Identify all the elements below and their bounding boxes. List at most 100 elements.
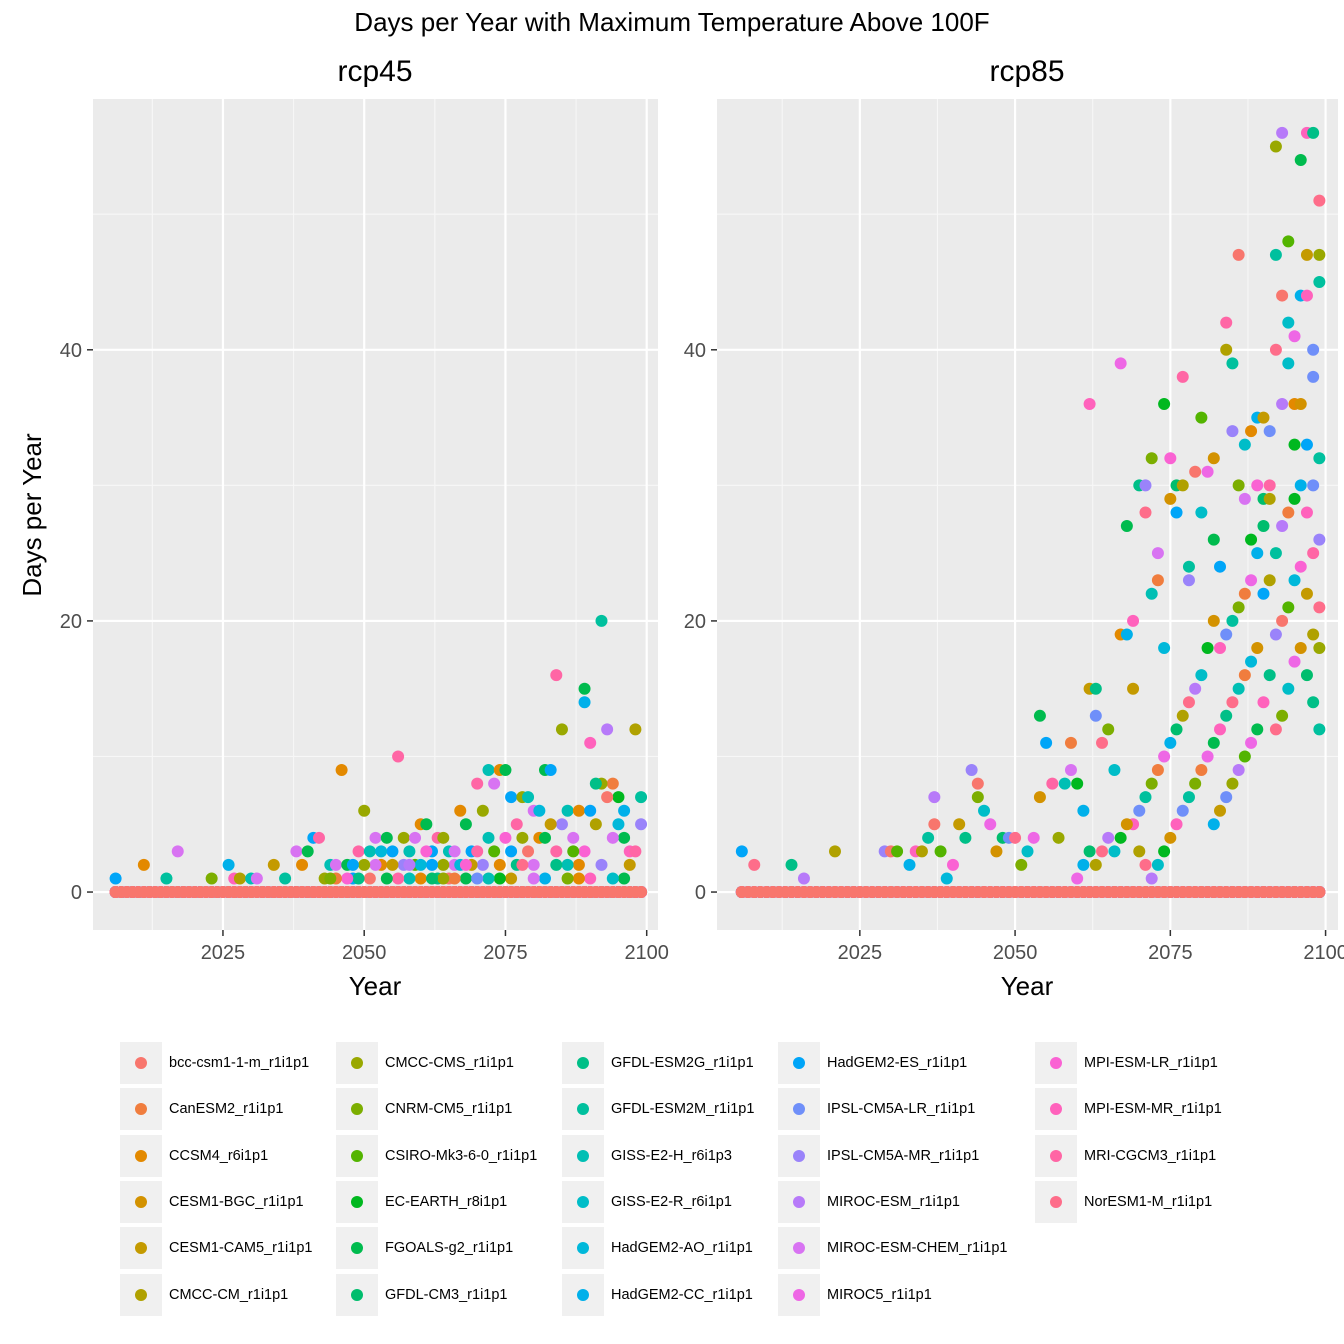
data-point <box>527 858 540 871</box>
x-tick-label: 2050 <box>993 942 1038 964</box>
data-point <box>544 818 557 831</box>
data-point <box>550 858 563 871</box>
data-point <box>403 858 416 871</box>
data-point <box>290 845 303 858</box>
data-point <box>109 872 122 885</box>
chart-title: Days per Year with Maximum Temperature A… <box>354 7 989 37</box>
x-tick-label: 2025 <box>838 942 883 964</box>
y-tick-label: 0 <box>695 882 706 904</box>
data-point <box>324 872 337 885</box>
data-point <box>414 858 427 871</box>
data-point <box>618 804 631 817</box>
data-point <box>313 831 325 844</box>
data-point <box>369 858 382 871</box>
data-point <box>380 831 393 844</box>
data-point <box>476 858 489 871</box>
data-point <box>363 872 376 885</box>
data-point <box>420 818 433 831</box>
data-point <box>550 845 563 858</box>
data-point <box>437 872 450 885</box>
data-point <box>375 845 388 858</box>
data-point <box>539 831 551 844</box>
data-point <box>516 831 529 844</box>
panel-title-rcp85: rcp85 <box>989 55 1064 88</box>
data-point <box>572 872 585 885</box>
data-point <box>629 845 642 858</box>
data-point <box>595 858 608 871</box>
data-point <box>623 858 636 871</box>
y-tick-label: 0 <box>71 882 82 904</box>
data-point <box>386 845 399 858</box>
data-point <box>601 723 614 736</box>
data-point <box>505 872 518 885</box>
x-tick-label: 2075 <box>483 942 528 964</box>
data-point <box>205 872 218 885</box>
data-point <box>137 858 150 871</box>
data-point <box>222 858 235 871</box>
data-point <box>635 791 648 804</box>
y-tick-label: 40 <box>684 340 706 362</box>
data-point <box>522 845 535 858</box>
data-point <box>233 872 246 885</box>
y-tick-label: 20 <box>684 611 706 633</box>
data-point <box>510 818 523 831</box>
data-point <box>459 858 472 871</box>
data-point <box>471 845 484 858</box>
data-point <box>527 872 540 885</box>
data-point <box>476 804 489 817</box>
data-point <box>539 872 551 885</box>
data-point <box>426 858 438 871</box>
data-point <box>448 845 461 858</box>
data-point <box>329 858 342 871</box>
data-point <box>459 818 472 831</box>
data-point <box>499 831 512 844</box>
data-point <box>572 858 585 871</box>
data-point <box>612 818 625 831</box>
data-point <box>397 831 410 844</box>
data-point <box>589 818 602 831</box>
data-point <box>493 872 506 885</box>
data-point <box>522 791 535 804</box>
data-point <box>358 804 371 817</box>
data-point <box>550 669 563 682</box>
data-point <box>403 845 416 858</box>
data-point <box>567 831 580 844</box>
data-point <box>403 872 416 885</box>
data-point <box>250 872 263 885</box>
data-point <box>488 777 501 790</box>
data-point <box>584 804 597 817</box>
data-point <box>618 831 631 844</box>
data-point <box>341 872 354 885</box>
data-point <box>346 858 359 871</box>
data-point <box>471 777 484 790</box>
data-point <box>544 764 557 777</box>
data-point <box>612 791 625 804</box>
data-point <box>635 818 648 831</box>
data-point <box>409 831 422 844</box>
data-point <box>380 872 393 885</box>
data-point <box>420 845 433 858</box>
data-point <box>578 696 591 709</box>
data-point <box>561 858 574 871</box>
x-tick-label: 2075 <box>1148 942 1193 964</box>
data-point <box>267 858 280 871</box>
y-tick-label: 20 <box>60 611 82 633</box>
data-point <box>595 614 608 627</box>
data-point <box>618 872 631 885</box>
data-point <box>584 872 597 885</box>
data-point <box>301 845 314 858</box>
data-point <box>448 872 461 885</box>
x-tick-label: 2100 <box>624 942 669 964</box>
data-point <box>160 872 173 885</box>
panel-background <box>93 99 658 930</box>
data-point <box>589 777 602 790</box>
data-point <box>516 858 529 871</box>
data-point <box>601 791 614 804</box>
data-point <box>584 736 597 749</box>
data-point <box>352 872 365 885</box>
data-point <box>561 872 574 885</box>
data-point <box>533 804 546 817</box>
data-point <box>561 804 574 817</box>
